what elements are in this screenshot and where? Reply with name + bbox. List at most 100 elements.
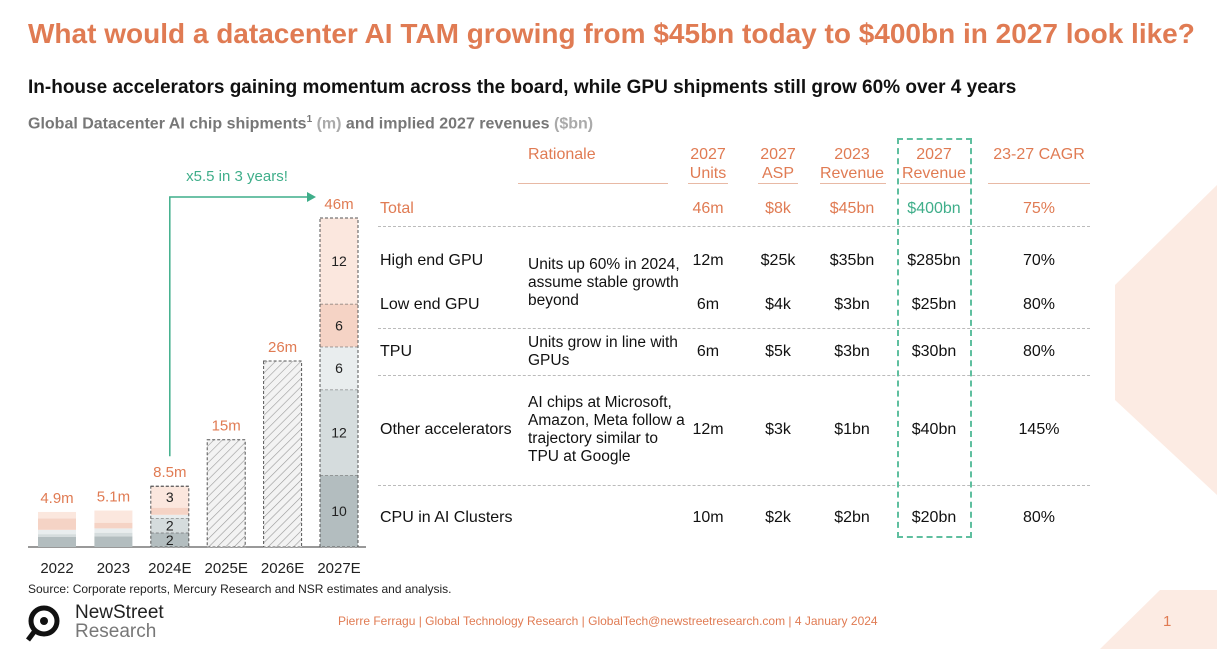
header-rule	[900, 183, 970, 184]
row-separator	[378, 375, 1090, 376]
unit: ($bn)	[554, 115, 594, 133]
x-tick-label: 2025E	[205, 560, 248, 577]
table-cell: 6m	[696, 343, 720, 360]
row-label: Total	[380, 200, 414, 217]
bar-segment	[150, 514, 189, 519]
column-header: 2023 Revenue	[819, 146, 885, 182]
table-cell: 10m	[692, 509, 724, 526]
table-cell: $400bn	[907, 200, 961, 217]
table-cell: 80%	[1022, 296, 1056, 313]
segment-label: 2	[166, 532, 174, 548]
row-label: TPU	[380, 343, 412, 360]
decor-shape	[1100, 590, 1217, 649]
row-label: CPU in AI Clusters	[380, 509, 513, 526]
table-cell: $285bn	[907, 252, 961, 269]
table-cell: $4k	[765, 296, 791, 313]
bar-segment	[150, 507, 189, 515]
arrow-head	[307, 192, 316, 202]
page-number: 1	[1163, 613, 1172, 630]
table-cell: 80%	[1022, 343, 1056, 360]
bar-segment	[150, 518, 189, 533]
bar-segment	[94, 532, 133, 537]
logo-icon	[26, 605, 60, 642]
table-cell: 12m	[692, 421, 724, 438]
heading-text: Global Datacenter AI chip shipments	[28, 115, 307, 133]
total-label: 8.5m	[153, 464, 186, 481]
bar-segment	[94, 528, 133, 533]
bar-segment	[320, 389, 358, 476]
total-label: 46m	[324, 196, 353, 213]
table-cell: $3bn	[834, 296, 870, 313]
bar-segment	[320, 346, 358, 390]
x-tick-label: 2024E	[148, 560, 191, 577]
segment-label: 12	[331, 253, 347, 269]
header-rule	[518, 183, 668, 184]
table-cell: 70%	[1022, 252, 1056, 269]
title: What would a datacenter AI TAM growing f…	[28, 18, 1195, 49]
x-tick-label: 2027E	[317, 560, 360, 577]
table-cell: $25bn	[911, 296, 957, 313]
footer: Pierre Ferragu | Global Technology Resea…	[338, 614, 878, 628]
table-cell: $3bn	[834, 343, 870, 360]
total-label: 4.9m	[40, 490, 73, 507]
annotation: x5.5 in 3 years!	[186, 168, 288, 185]
rationale: AI chips at Microsoft, Amazon, Meta foll…	[528, 394, 685, 465]
bar-segment	[38, 534, 76, 537]
bar-total	[206, 439, 246, 548]
header-rule	[988, 183, 1090, 184]
table-cell: 80%	[1022, 509, 1056, 526]
table-cell: $40bn	[911, 421, 957, 438]
heading-text: and implied 2027 revenues	[341, 115, 555, 133]
table-cell: $8k	[765, 200, 791, 217]
table-cell: 75%	[1022, 200, 1056, 217]
column-header: 2027 Revenue	[901, 146, 967, 182]
rationale: Units up 60% in 2024, assume stable grow…	[528, 256, 680, 309]
total-label: 15m	[212, 418, 241, 435]
segment-label: 6	[335, 360, 343, 376]
bar-total	[150, 485, 190, 548]
footnote-mark: 1	[306, 114, 313, 125]
row-label: Other accelerators	[380, 421, 512, 438]
bar-total	[319, 217, 359, 548]
table-cell: $35bn	[829, 252, 875, 269]
bar-segment	[94, 510, 133, 523]
column-header: 2027 Units	[689, 146, 727, 182]
chart-heading: Global Datacenter AI chip shipments1 (m)…	[28, 114, 593, 133]
row-separator	[378, 226, 1090, 227]
row-label: Low end GPU	[380, 296, 480, 313]
bar-segment	[150, 532, 189, 547]
bar-segment	[320, 218, 358, 304]
decor-shape	[1115, 185, 1217, 495]
table-cell: $45bn	[829, 200, 875, 217]
highlight-box	[897, 138, 972, 538]
bar-segment	[94, 536, 133, 547]
x-tick-label: 2023	[97, 560, 130, 577]
table-cell: 46m	[692, 200, 724, 217]
bar-segment	[38, 536, 76, 547]
logo-line: NewStreet	[75, 602, 164, 623]
column-header: 2027 ASP	[760, 146, 796, 182]
table-cell: $5k	[765, 343, 791, 360]
table-cell: 145%	[1018, 421, 1060, 438]
row-separator	[378, 485, 1090, 486]
unit: (m)	[312, 115, 342, 133]
rationale: Units grow in line with GPUs	[528, 334, 678, 369]
table-cell: $2k	[765, 509, 791, 526]
bar-segment	[38, 518, 76, 530]
bar-segment	[38, 511, 76, 519]
subtitle: In-house accelerators gaining momentum a…	[28, 77, 1017, 98]
segment-label: 10	[331, 503, 347, 519]
row-label: High end GPU	[380, 252, 484, 269]
table-cell: $3k	[765, 421, 791, 438]
table-cell: $20bn	[911, 509, 957, 526]
table-cell: 12m	[692, 252, 724, 269]
bar-segment	[94, 522, 133, 529]
table-cell: 6m	[696, 296, 720, 313]
column-header: Rationale	[528, 146, 596, 163]
source: Source: Corporate reports, Mercury Resea…	[28, 582, 452, 596]
table-cell: $25k	[760, 252, 796, 269]
bar-segment	[38, 529, 76, 535]
